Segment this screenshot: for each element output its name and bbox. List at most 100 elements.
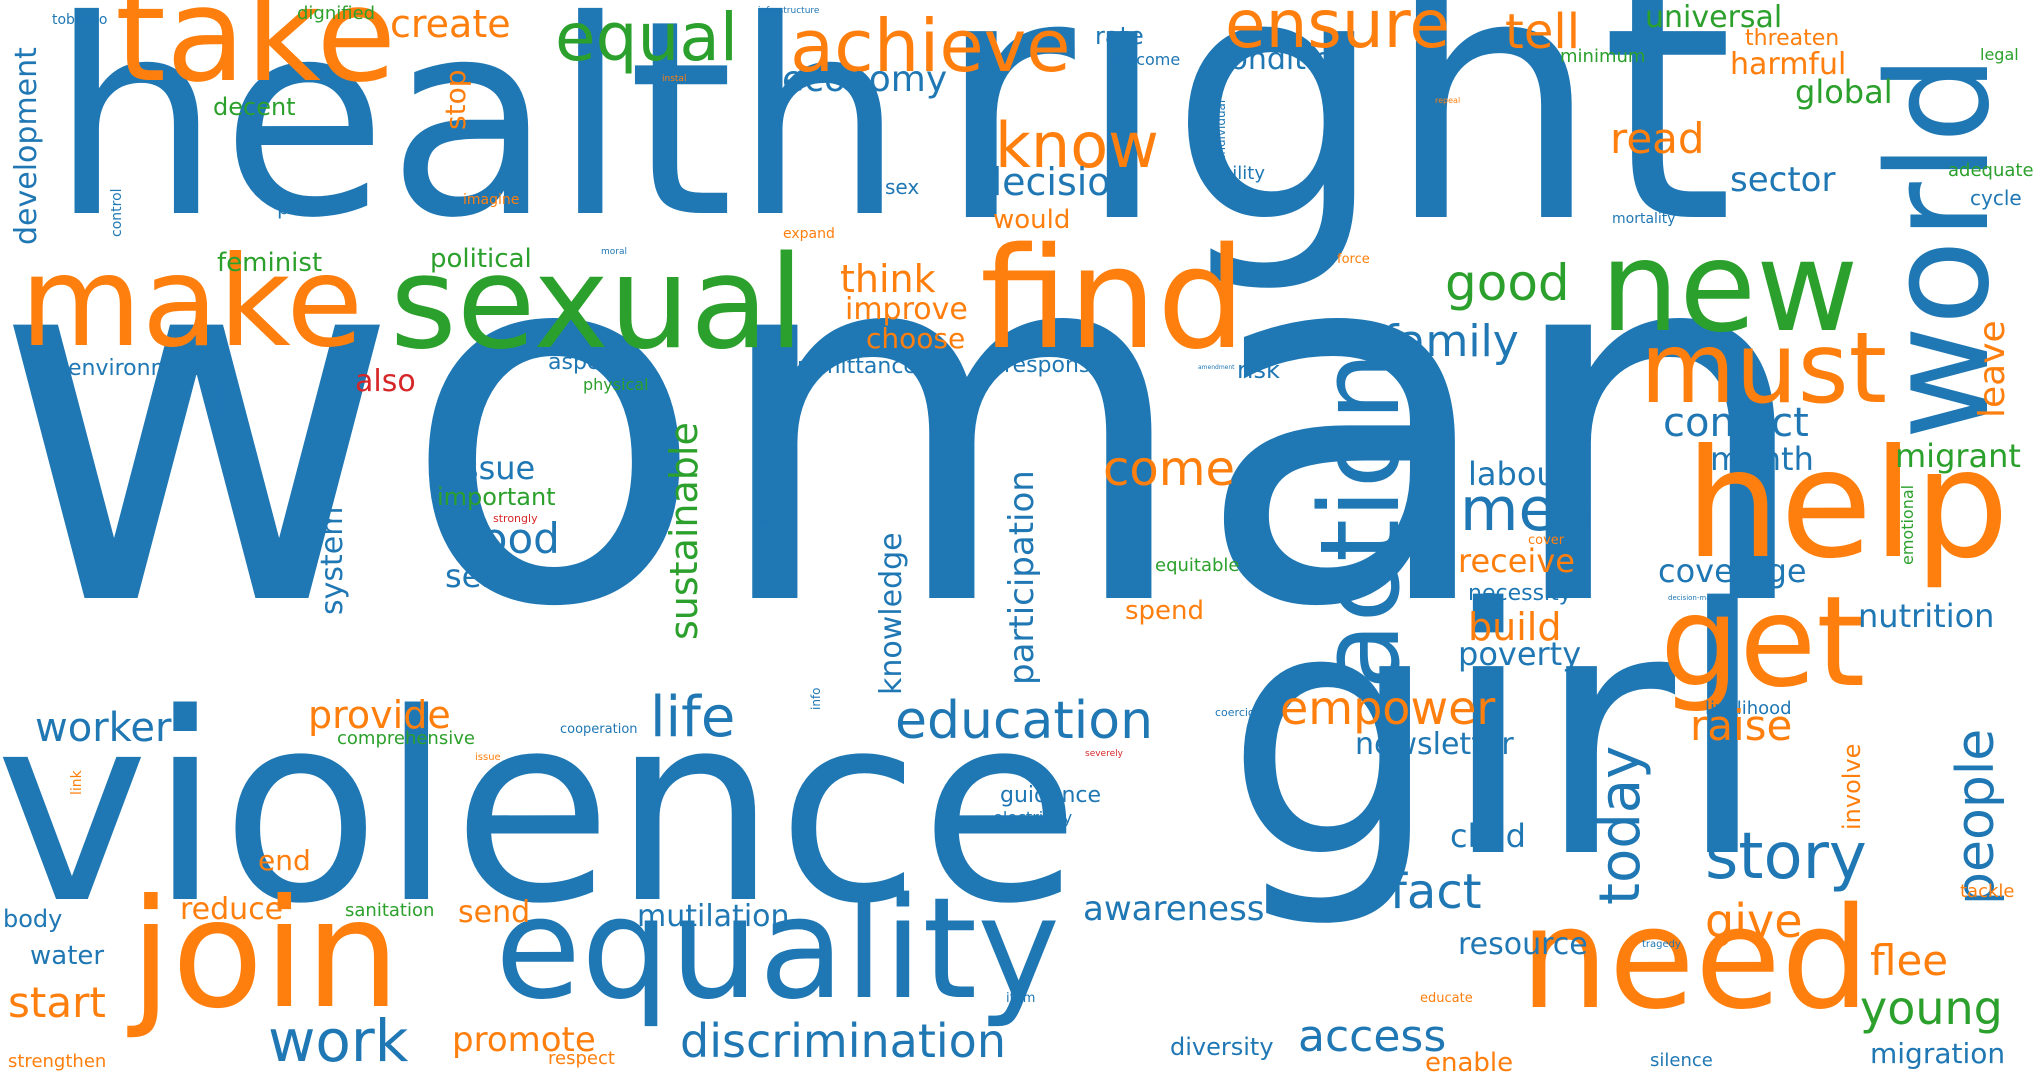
word-severely: severely — [1085, 749, 1123, 759]
word-knowledge: knowledge — [874, 532, 909, 695]
word-new: new — [1600, 215, 1859, 360]
word-cover: cover — [1528, 533, 1565, 548]
word-response: response — [1004, 353, 1104, 378]
word-electricity: electricity — [993, 808, 1073, 827]
word-violence: violence — [0, 659, 1081, 961]
word-story: story — [1705, 820, 1867, 894]
word-facility: facility — [1205, 163, 1265, 184]
word-achieve: achieve — [790, 4, 1071, 88]
word-migration: migration — [1870, 1037, 2006, 1070]
word-comprehensive: comprehensive — [337, 728, 475, 749]
word-provide: provide — [308, 693, 451, 737]
word-physical: physical — [583, 375, 649, 394]
word-sex: sex — [885, 175, 920, 199]
word-amendment: amendment — [1198, 364, 1235, 371]
word-join: join — [130, 868, 401, 1042]
word-development: development — [9, 47, 44, 245]
word-cycle: cycle — [1970, 186, 2022, 210]
word-discrimination: discrimination — [680, 1014, 1006, 1068]
word-system: system — [315, 506, 350, 615]
word-awareness: awareness — [1083, 889, 1265, 929]
word-necessity: necessity — [1468, 581, 1572, 606]
word-young: young — [1860, 981, 2003, 1035]
word-silence: silence — [1650, 1050, 1713, 1071]
word-life: life — [650, 685, 736, 750]
word-fact: fact — [1390, 864, 1482, 920]
word-send: send — [458, 895, 531, 930]
word-would: would — [993, 205, 1071, 235]
word-sanitation: sanitation — [345, 900, 435, 921]
word-people: people — [1946, 728, 2006, 905]
word-read: read — [1610, 114, 1705, 163]
word-moral: moral — [601, 247, 627, 257]
word-woman: woman — [0, 134, 1818, 716]
word-sustainable: sustainable — [662, 422, 706, 640]
word-instal: instal — [662, 74, 687, 84]
word-spend: spend — [1125, 596, 1205, 626]
word-decent: decent — [213, 93, 296, 121]
word-know: know — [995, 109, 1159, 182]
word-sector: sector — [1730, 160, 1836, 200]
word-get: get — [1660, 570, 1866, 715]
word-involve: involve — [1838, 743, 1866, 830]
word-force: force — [1337, 252, 1370, 267]
word-need: need — [1520, 878, 1870, 1041]
word-infrastructure: infrastructure — [758, 6, 820, 16]
word-find: find — [980, 218, 1246, 381]
word-nutrition: nutrition — [1858, 597, 1995, 635]
word-body: body — [3, 905, 63, 933]
word-minimum: minimum — [1560, 46, 1646, 67]
word-newsletter: newsletter — [1355, 727, 1514, 762]
word-improve: improve — [845, 292, 968, 327]
word-coverage: coverage — [1658, 552, 1807, 590]
word-conflict: conflict — [1663, 400, 1809, 446]
word-tell: tell — [1505, 4, 1581, 60]
word-think: think — [840, 257, 936, 301]
word-educate: educate — [1420, 991, 1473, 1006]
word-flee: flee — [1870, 936, 1949, 985]
word-aspect: aspect — [548, 350, 622, 375]
word-water: water — [30, 941, 105, 971]
word-give: give — [1705, 894, 1803, 948]
word-build: build — [1468, 605, 1562, 649]
word-environment: environment — [68, 356, 209, 381]
word-mutilation: mutilation — [637, 899, 790, 934]
word-strengthen: strengthen — [8, 1051, 107, 1072]
word-strongly: strongly — [493, 512, 538, 525]
word-issue-small: issue — [475, 752, 501, 763]
word-girl: girl — [1225, 537, 1770, 933]
word-economy: economy — [782, 59, 948, 100]
word-universal: universal — [1645, 0, 1783, 35]
word-legal: legal — [1980, 45, 2019, 64]
word-risk: risk — [1237, 356, 1280, 384]
word-feminist: feminist — [217, 248, 323, 278]
word-take: take — [115, 0, 397, 111]
word-good: good — [1445, 254, 1570, 312]
word-access: access — [1298, 1011, 1447, 1062]
word-service: service — [445, 557, 560, 595]
word-dignified: dignified — [297, 3, 376, 24]
word-rate: rate — [1095, 22, 1144, 50]
word-mortality: mortality — [1612, 211, 1676, 227]
word-work: work — [268, 1007, 409, 1075]
word-cooperation: cooperation — [560, 722, 638, 737]
word-threaten: threaten — [1745, 26, 1840, 51]
word-tobacco: tobacco — [52, 12, 108, 28]
word-political: political — [430, 244, 532, 274]
word-lack: lack — [760, 518, 777, 527]
word-pain: pain — [277, 195, 321, 219]
word-create: create — [390, 2, 511, 46]
word-diversity: diversity — [1170, 1033, 1274, 1061]
word-issue: issue — [453, 449, 536, 487]
word-worker: worker — [35, 705, 172, 751]
word-livelihood: livelihood — [1705, 698, 1792, 719]
word-men: men — [1460, 475, 1594, 545]
word-condition: condition — [1213, 42, 1352, 77]
word-ensure: ensure — [1225, 0, 1450, 63]
word-family: family — [1383, 316, 1519, 367]
word-decision-makers: decision-makers — [1668, 594, 1726, 602]
word-food: food — [467, 514, 560, 563]
word-start: start — [8, 978, 106, 1027]
word-imagine: imagine — [463, 192, 520, 208]
word-outcome: outcome — [1110, 50, 1181, 69]
